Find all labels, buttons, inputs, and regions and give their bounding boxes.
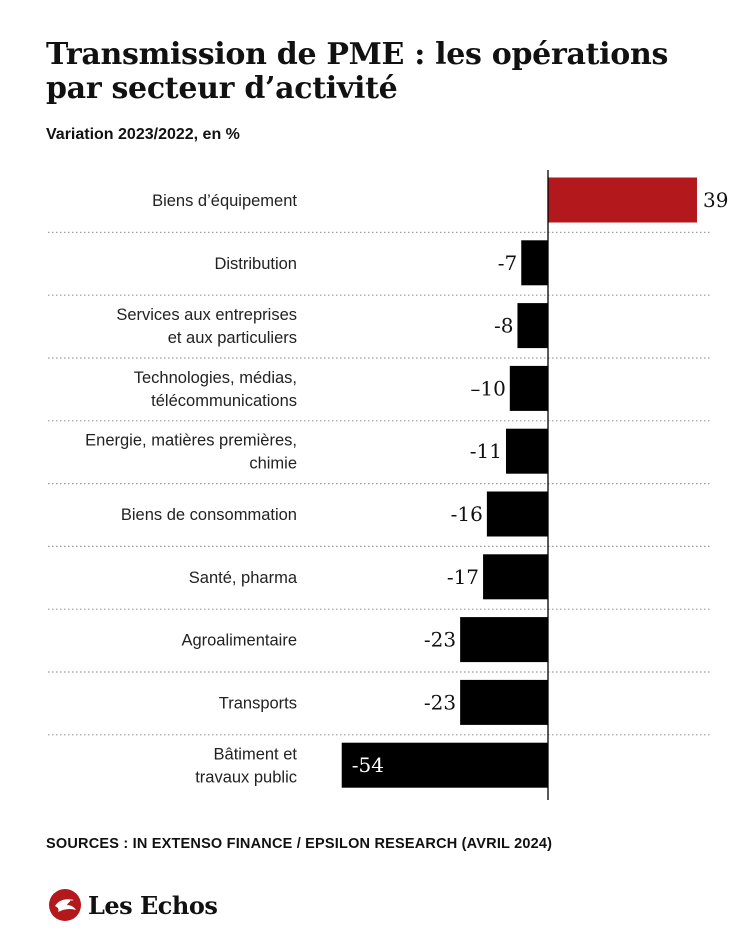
bar: [548, 177, 697, 223]
category-label: Bâtiment et travaux public: [195, 746, 297, 787]
brand-logo: Les Echos: [48, 888, 218, 922]
value-label: 39: [703, 188, 728, 212]
value-label: -23: [424, 628, 456, 652]
category-label: Transports: [219, 694, 297, 712]
bar-chart: Biens d’équipement 39 Distribution -7 Servic…: [48, 170, 728, 800]
category-label: Services aux entreprises et aux particuli…: [116, 306, 297, 347]
category-label: Distribution: [214, 255, 297, 273]
category-label: Biens de consommation: [121, 506, 297, 524]
category-label: Agroalimentaire: [181, 632, 297, 650]
category-label: Energie, matières premières, chimie: [85, 432, 297, 473]
value-label: -23: [424, 690, 456, 714]
value-label: -7: [498, 251, 517, 275]
category-label: Santé, pharma: [189, 569, 298, 587]
source-note: SOURCES : IN EXTENSO FINANCE / EPSILON R…: [46, 836, 553, 852]
bar: [521, 240, 548, 286]
bar: [486, 491, 548, 537]
value-label: -11: [470, 439, 502, 463]
category-label: Technologies, médias, télécommunications: [134, 369, 297, 410]
category-label: Biens d’équipement: [152, 192, 297, 210]
chart-title: Transmission de PME : les opérations par…: [46, 37, 669, 106]
value-label: –10: [470, 376, 505, 400]
les-echos-bird-icon: [49, 889, 81, 921]
value-label: -54: [352, 753, 384, 777]
bar: [460, 617, 548, 663]
bar: [341, 742, 548, 788]
brand-name: Les Echos: [88, 890, 218, 920]
value-label: -8: [494, 314, 513, 338]
bar: [509, 365, 548, 411]
bar: [483, 554, 548, 600]
bar: [460, 679, 548, 725]
value-label: -17: [447, 565, 479, 589]
value-label: -16: [451, 502, 483, 526]
bar: [517, 303, 548, 349]
chart-subtitle: Variation 2023/2022, en %: [46, 126, 240, 143]
bar: [505, 428, 548, 474]
